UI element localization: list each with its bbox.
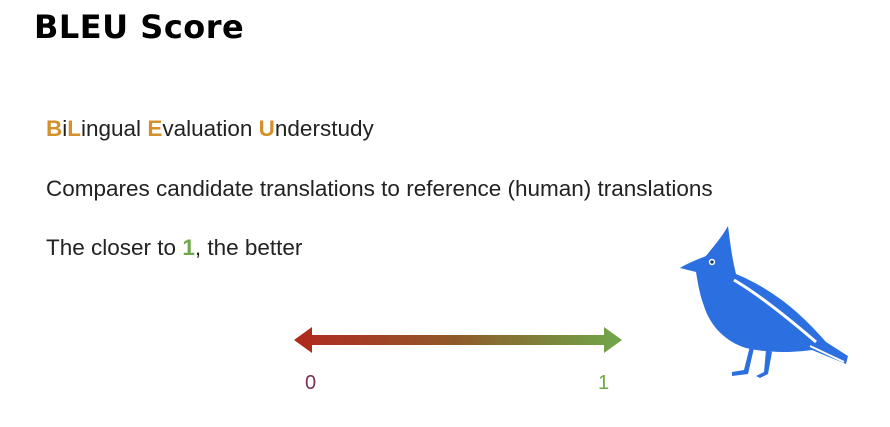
- description-line: Compares candidate translations to refer…: [46, 176, 713, 201]
- acronym-line: BiLingual Evaluation Understudy: [46, 116, 374, 142]
- acronym-text: valuation: [162, 116, 259, 141]
- acronym-letter-u: U: [258, 116, 275, 141]
- closer-value: 1: [182, 235, 195, 260]
- bluebird-icon: [680, 226, 848, 378]
- acronym-letter-b: B: [46, 116, 63, 141]
- slide-title: BLEU Score: [34, 8, 245, 46]
- scale-min-label: 0: [305, 372, 317, 394]
- score-scale-arrow: [294, 327, 622, 353]
- gradient-arrow: [294, 327, 622, 353]
- closer-text: The closer to: [46, 235, 183, 260]
- acronym-text: i: [62, 116, 68, 141]
- acronym-text: ingual: [81, 116, 148, 141]
- closer-text: , the better: [194, 235, 303, 260]
- scale-max-label: 1: [598, 372, 610, 394]
- closer-line: The closer to 1, the better: [46, 235, 302, 261]
- acronym-letter-e: E: [147, 116, 163, 141]
- acronym-letter-l: L: [67, 116, 81, 141]
- acronym-text: nderstudy: [274, 116, 374, 141]
